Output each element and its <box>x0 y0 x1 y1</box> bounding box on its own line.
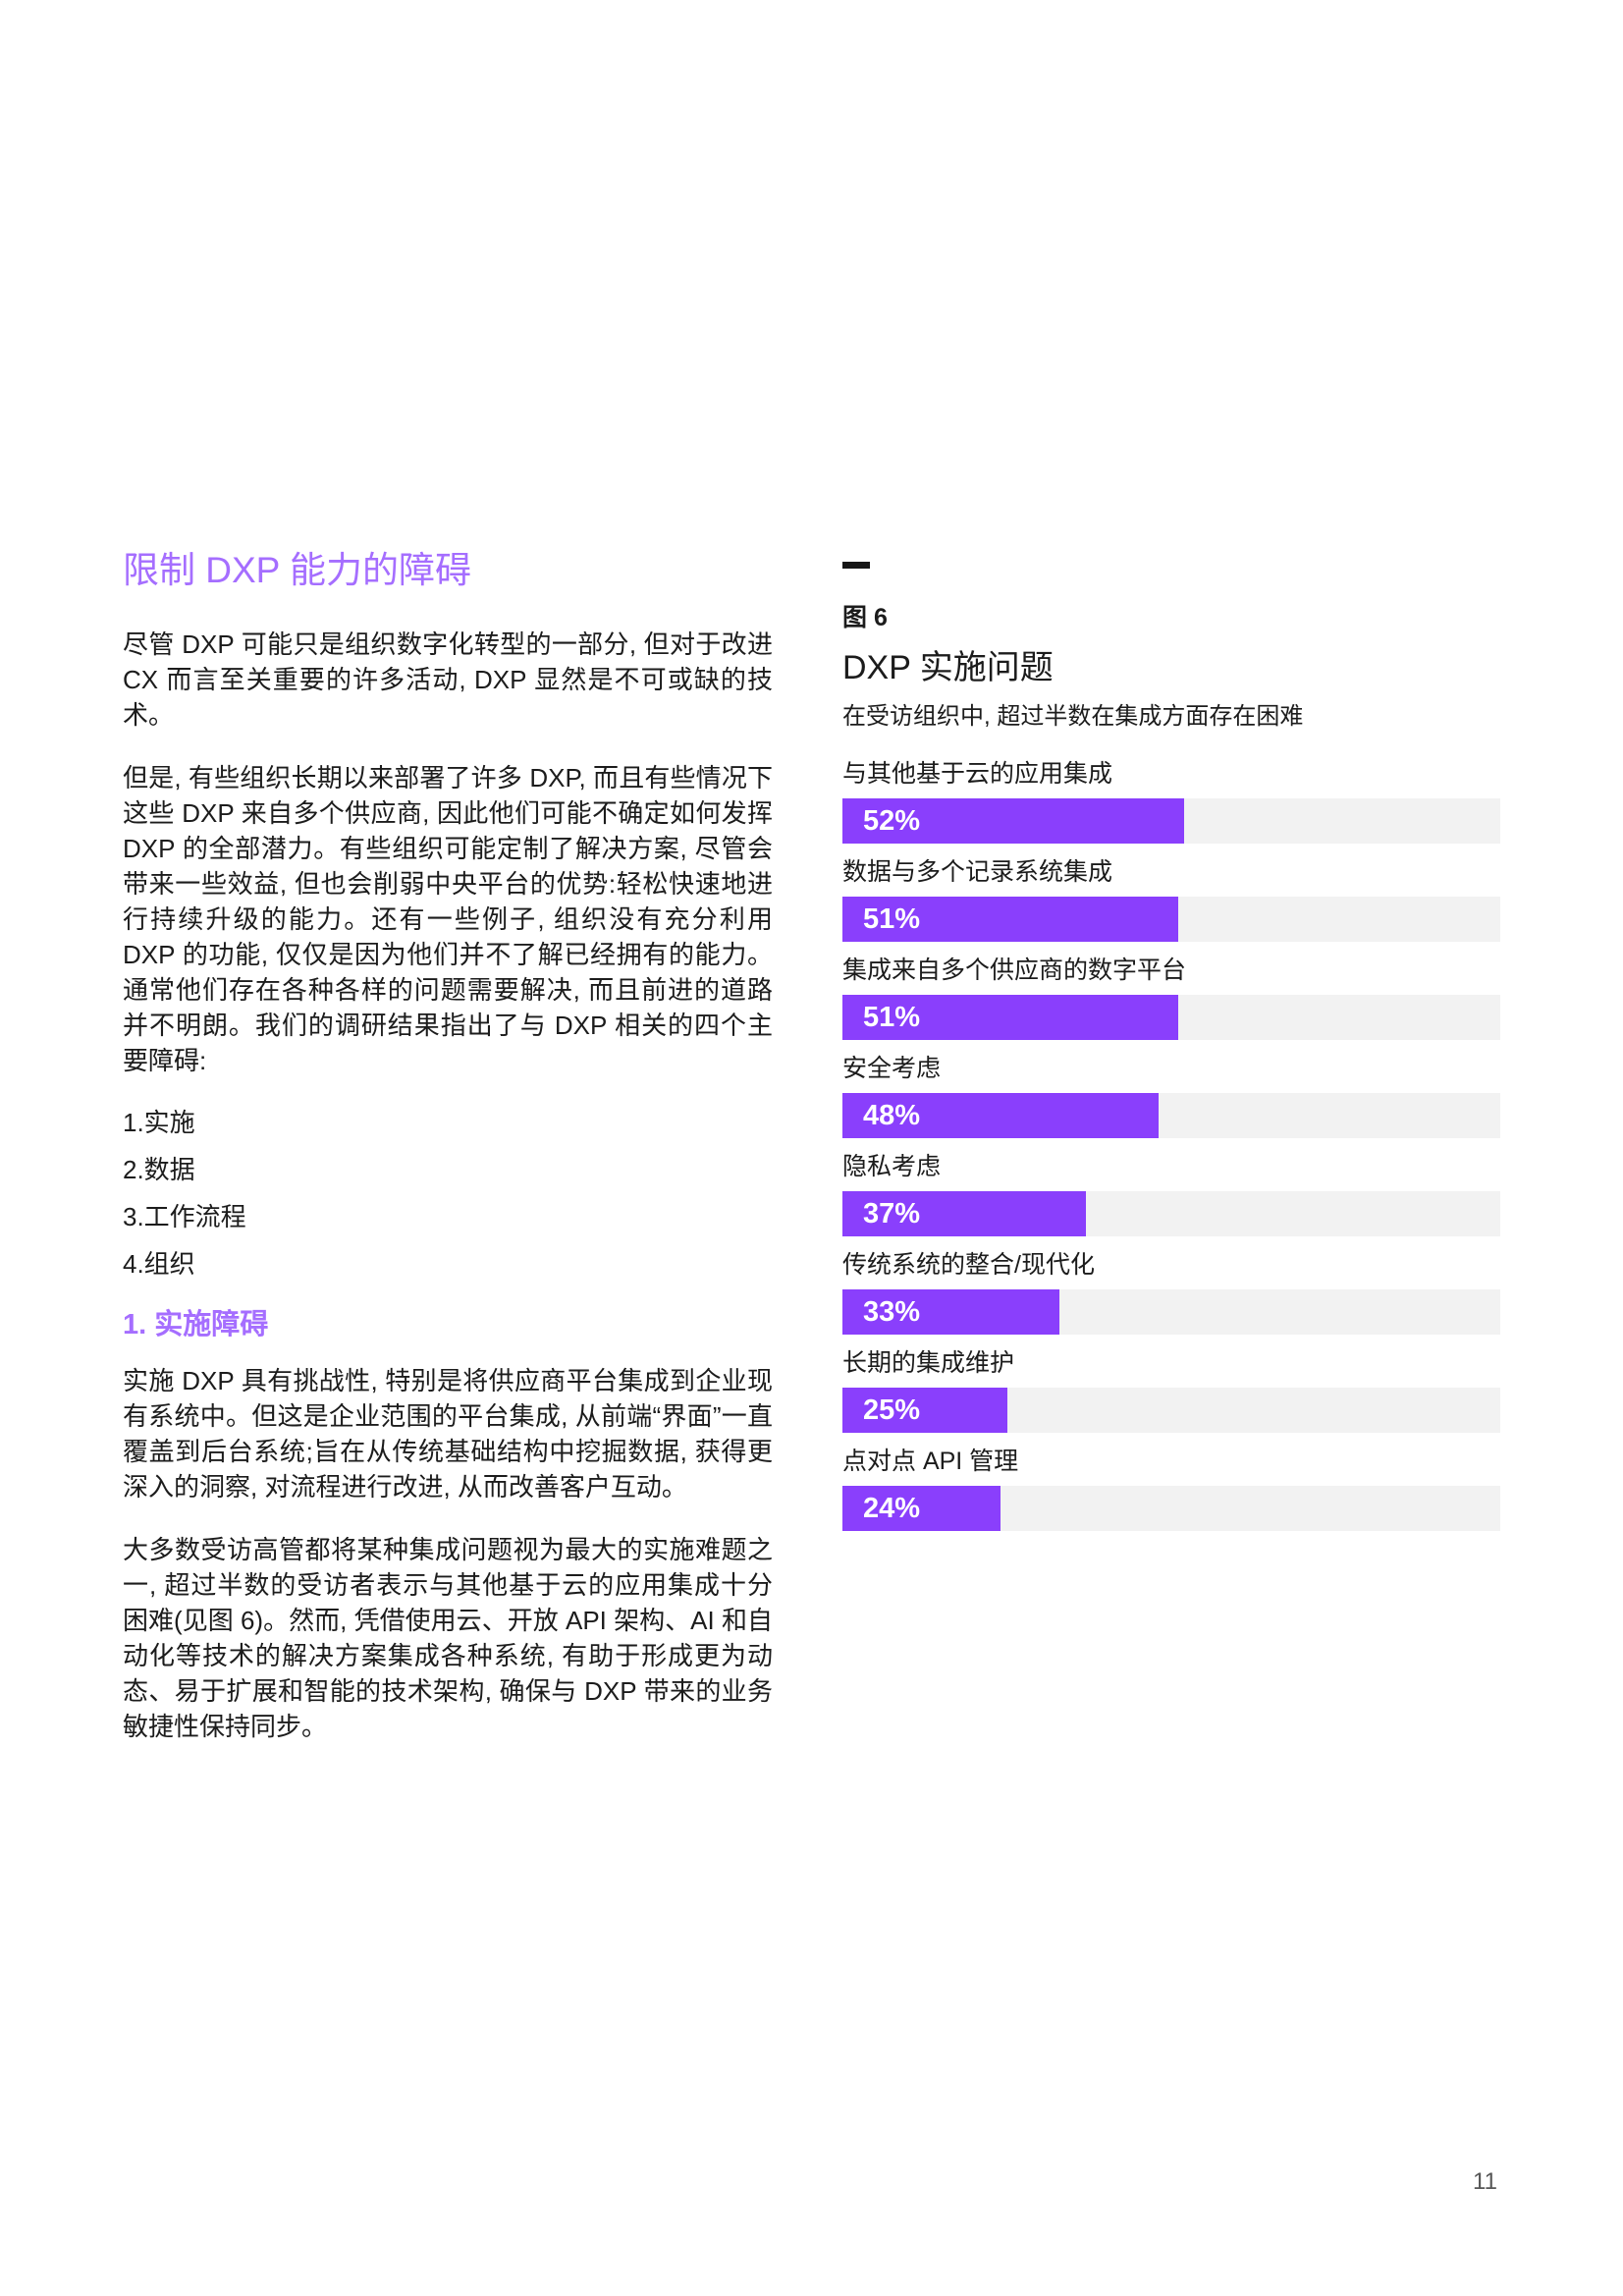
list-item-implementation: 1.实施 <box>123 1108 195 1137</box>
bar-fill: 52% <box>842 798 1185 844</box>
bar-fill: 51% <box>842 897 1178 942</box>
bar-label: 集成来自多个供应商的数字平台 <box>842 957 1187 984</box>
bar-label: 数据与多个记录系统集成 <box>842 858 1113 886</box>
bar-row: 安全考虑 48% <box>842 1053 1500 1138</box>
bar-track: 24% <box>842 1486 1500 1531</box>
list-item-organization: 4.组织 <box>123 1249 195 1279</box>
bar-track: 25% <box>842 1388 1500 1433</box>
bar-value-label: 51% <box>863 902 921 935</box>
page-number: 11 <box>1473 2168 1497 2195</box>
subsection-heading-implementation-barrier: 1. 实施障碍 <box>123 1309 269 1340</box>
left-text-column: 限制 DXP 能力的障碍 尽管 DXP 可能只是组织数字化转型的一部分, 但对于… <box>123 546 773 1772</box>
bar-value-label: 52% <box>863 804 921 837</box>
bar-track: 33% <box>842 1289 1500 1335</box>
bar-row: 点对点 API 管理 24% <box>842 1446 1500 1531</box>
bar-fill: 48% <box>842 1093 1159 1138</box>
paragraph-integration-difficulty: 大多数受访高管都将某种集成问题视为最大的实施难题之一, 超过半数的受访者表示与其… <box>123 1535 773 1741</box>
figure-title: DXP 实施问题 <box>842 649 1054 686</box>
bar-row: 与其他基于云的应用集成 52% <box>842 758 1500 844</box>
bar-value-label: 33% <box>863 1295 921 1328</box>
figure-subtitle: 在受访组织中, 超过半数在集成方面存在困难 <box>842 703 1304 730</box>
figure-rule <box>842 562 870 569</box>
bar-track: 51% <box>842 897 1500 942</box>
bar-chart: 与其他基于云的应用集成 52% 数据与多个记录系统集成 51% 集成来自多个供应… <box>842 758 1500 1531</box>
bar-track: 52% <box>842 798 1500 844</box>
bar-label: 传统系统的整合/现代化 <box>842 1251 1095 1279</box>
barriers-list: 1.实施 2.数据 3.工作流程 4.组织 <box>123 1106 773 1281</box>
list-item-workflow: 3.工作流程 <box>123 1202 246 1231</box>
bar-value-label: 25% <box>863 1394 921 1426</box>
paragraph-implementation-challenge: 实施 DXP 具有挑战性, 特别是将供应商平台集成到企业现有系统中。但这是企业范… <box>123 1366 773 1502</box>
figure-6: 图 6 DXP 实施问题 在受访组织中, 超过半数在集成方面存在困难 与其他基于… <box>842 562 1500 1544</box>
bar-track: 48% <box>842 1093 1500 1138</box>
paragraph-barriers-overview: 但是, 有些组织长期以来部署了许多 DXP, 而且有些情况下这些 DXP 来自多… <box>123 763 773 1075</box>
bar-label: 长期的集成维护 <box>842 1349 1015 1377</box>
bar-row: 集成来自多个供应商的数字平台 51% <box>842 955 1500 1040</box>
bar-fill: 33% <box>842 1289 1060 1335</box>
bar-fill: 24% <box>842 1486 1001 1531</box>
bar-track: 37% <box>842 1191 1500 1236</box>
bar-label: 与其他基于云的应用集成 <box>842 760 1113 788</box>
list-item-data: 2.数据 <box>123 1155 195 1184</box>
bar-row: 长期的集成维护 25% <box>842 1347 1500 1433</box>
bar-value-label: 51% <box>863 1001 921 1033</box>
bar-track: 51% <box>842 995 1500 1040</box>
figure-number-label: 图 6 <box>842 604 888 631</box>
bar-value-label: 48% <box>863 1099 921 1131</box>
bar-label: 安全考虑 <box>842 1055 942 1082</box>
bar-fill: 25% <box>842 1388 1007 1433</box>
bar-value-label: 24% <box>863 1492 921 1524</box>
section-heading: 限制 DXP 能力的障碍 <box>123 550 471 590</box>
bar-row: 隐私考虑 37% <box>842 1151 1500 1236</box>
paragraph-intro: 尽管 DXP 可能只是组织数字化转型的一部分, 但对于改进 CX 而言至关重要的… <box>123 629 773 730</box>
bar-fill: 51% <box>842 995 1178 1040</box>
bar-label: 点对点 API 管理 <box>842 1448 1019 1475</box>
bar-row: 传统系统的整合/现代化 33% <box>842 1249 1500 1335</box>
bar-row: 数据与多个记录系统集成 51% <box>842 856 1500 942</box>
bar-label: 隐私考虑 <box>842 1153 942 1180</box>
bar-fill: 37% <box>842 1191 1086 1236</box>
bar-value-label: 37% <box>863 1197 921 1230</box>
